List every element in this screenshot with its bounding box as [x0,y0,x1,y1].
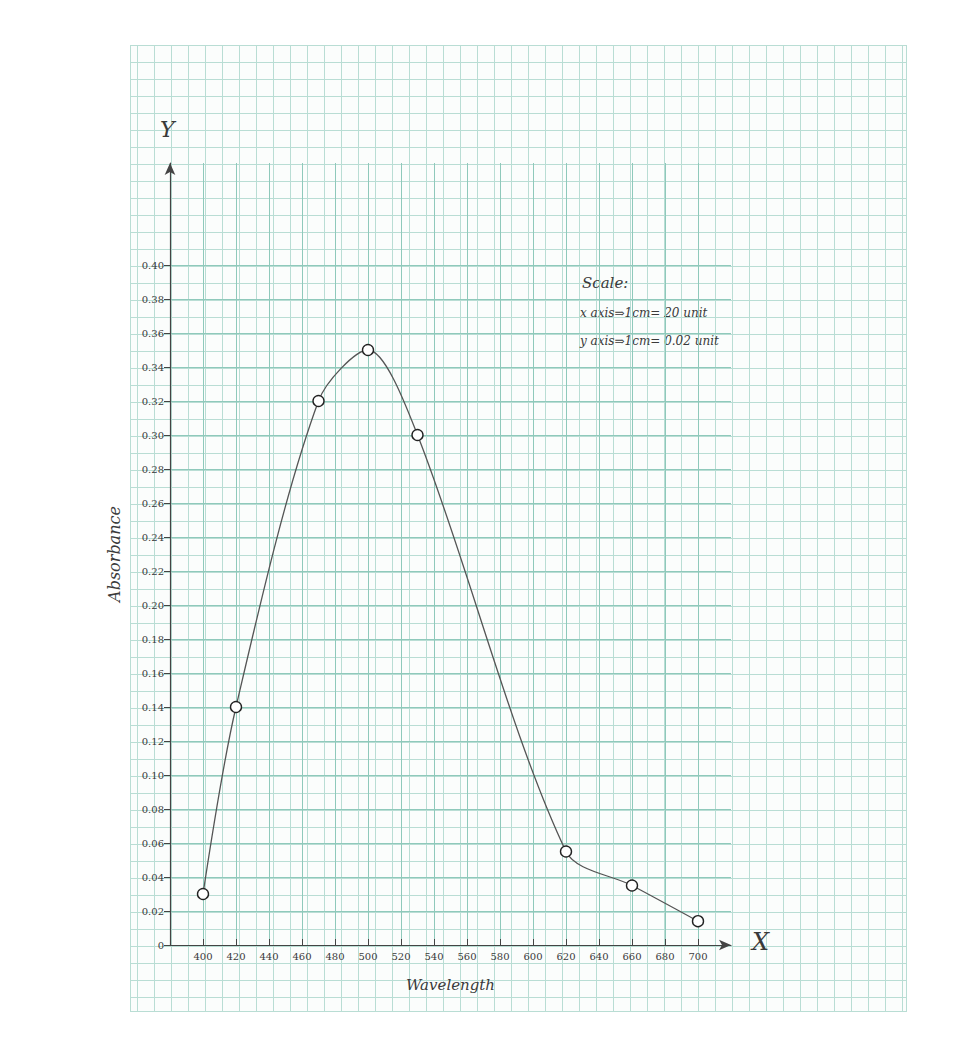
svg-text:0.36: 0.36 [142,328,164,339]
svg-text:420: 420 [226,951,245,962]
svg-text:0: 0 [158,940,164,951]
svg-text:0.02: 0.02 [142,906,164,917]
svg-text:0.34: 0.34 [142,362,164,373]
svg-text:Scale:: Scale: [582,274,628,292]
svg-text:0.38: 0.38 [142,294,164,305]
svg-text:Wavelength: Wavelength [406,976,495,994]
svg-text:400: 400 [193,951,212,962]
svg-text:0.20: 0.20 [142,600,164,611]
svg-text:520: 520 [391,951,410,962]
svg-text:y axis⇒1cm= 0.02 unit: y axis⇒1cm= 0.02 unit [580,334,719,348]
svg-text:460: 460 [292,951,311,962]
svg-text:560: 560 [457,951,476,962]
svg-text:0.30: 0.30 [142,430,164,441]
svg-text:0.04: 0.04 [142,872,164,883]
svg-text:640: 640 [589,951,608,962]
svg-text:0.28: 0.28 [142,464,164,475]
svg-text:600: 600 [523,951,542,962]
svg-text:440: 440 [259,951,278,962]
svg-text:Y: Y [160,117,177,142]
svg-text:0.26: 0.26 [142,498,164,509]
svg-text:540: 540 [424,951,443,962]
svg-text:0.22: 0.22 [142,566,164,577]
svg-text:580: 580 [490,951,509,962]
svg-text:X: X [750,928,770,956]
svg-text:0.06: 0.06 [142,838,164,849]
svg-text:0.10: 0.10 [142,770,164,781]
svg-text:500: 500 [358,951,377,962]
svg-text:680: 680 [655,951,674,962]
svg-text:0.14: 0.14 [142,702,164,713]
svg-text:620: 620 [556,951,575,962]
svg-text:x axis⇒1cm= 20 unit: x axis⇒1cm= 20 unit [580,306,708,320]
svg-text:0.24: 0.24 [142,532,164,543]
svg-text:Absorbance: Absorbance [105,506,124,604]
svg-text:0.32: 0.32 [142,396,164,407]
svg-text:0.16: 0.16 [142,668,164,679]
svg-text:700: 700 [688,951,707,962]
svg-text:0.08: 0.08 [142,804,164,815]
svg-text:480: 480 [325,951,344,962]
svg-text:0.18: 0.18 [142,634,164,645]
svg-text:0.12: 0.12 [142,736,164,747]
svg-text:660: 660 [622,951,641,962]
svg-text:0.40: 0.40 [142,260,164,271]
